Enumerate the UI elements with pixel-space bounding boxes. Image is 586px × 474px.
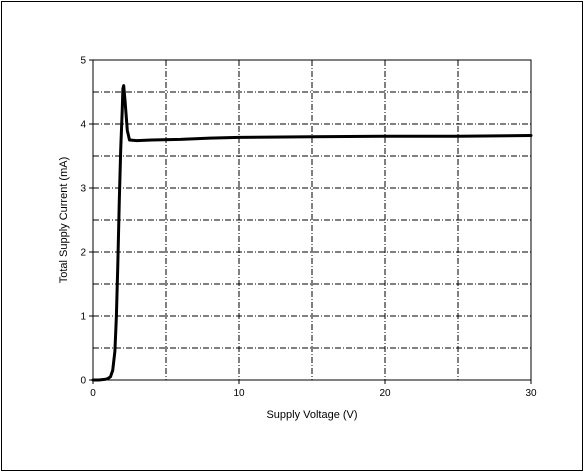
x-tick-label: 10 xyxy=(233,388,245,399)
x-tick-label: 0 xyxy=(90,388,96,399)
axis-ticks: 0 10 20 30 0 1 2 3 4 5 xyxy=(80,56,537,400)
y-tick-label: 5 xyxy=(80,56,86,67)
y-tick-label: 1 xyxy=(80,312,86,323)
series-line-0 xyxy=(91,84,533,382)
plot-area xyxy=(92,59,532,381)
x-axis-label: Supply Voltage (V) xyxy=(266,409,357,421)
x-tick-label: 20 xyxy=(379,388,391,399)
y-tick-label: 2 xyxy=(80,248,86,259)
x-tick-label: 30 xyxy=(525,388,537,399)
series-layer xyxy=(91,84,533,382)
grid xyxy=(93,60,531,380)
y-tick-label: 4 xyxy=(80,120,86,131)
y-tick-label: 0 xyxy=(80,376,86,387)
y-axis-label: Total Supply Current (mA) xyxy=(58,157,70,284)
y-tick-label: 3 xyxy=(80,184,86,195)
